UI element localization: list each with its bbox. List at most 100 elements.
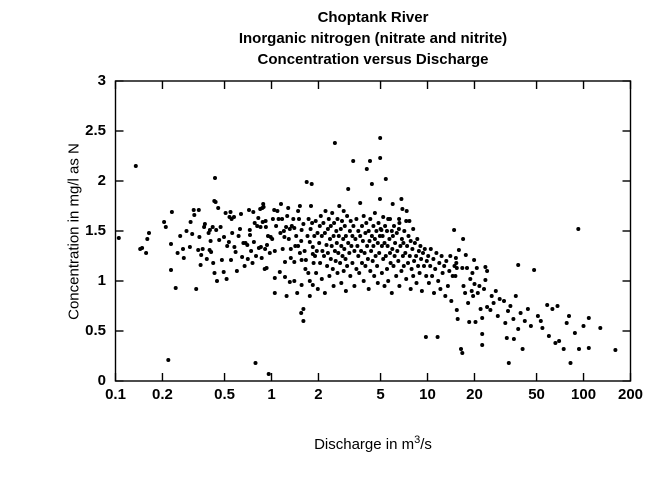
data-point [315,231,320,235]
data-point [314,271,319,275]
data-point [362,251,367,255]
data-point [447,269,452,273]
data-point [346,241,351,245]
data-point [199,253,204,257]
data-point [357,271,362,275]
data-point [480,332,485,336]
data-point [309,204,313,208]
data-point [361,214,366,218]
data-point [354,267,359,271]
data-point [225,244,230,248]
data-point [288,256,293,260]
x-tick-label-50: 50 [528,386,545,403]
data-point [245,257,250,261]
data-point [465,266,469,270]
data-point [525,307,530,311]
data-point [301,307,306,311]
data-point [400,207,405,211]
data-point [538,319,543,323]
data-point [313,254,317,258]
data-point [546,334,551,338]
data-point [348,274,353,278]
data-point [340,219,344,223]
data-point [393,241,398,245]
data-point [341,237,346,241]
data-point [366,287,371,291]
x-tick-label-10: 10 [419,386,436,403]
data-point [258,245,263,249]
data-point [326,217,331,221]
data-point [397,217,402,221]
data-point [281,229,286,233]
data-point [370,259,375,263]
data-point [368,217,373,221]
data-point [399,269,404,273]
data-point [493,289,498,293]
data-point [272,291,277,295]
data-point [328,257,333,261]
data-point [581,324,586,328]
data-point [283,260,287,264]
data-point [452,228,457,232]
data-point [301,222,306,226]
data-point [511,317,516,321]
data-point [431,257,436,261]
data-point [485,305,490,309]
data-point [475,291,480,295]
data-point [192,213,197,217]
data-point [247,228,252,232]
data-point [436,279,441,283]
data-point [215,279,219,283]
data-point [240,255,245,259]
data-point [401,264,406,268]
data-point [334,241,339,245]
data-point [598,326,603,330]
x-axis-title-suffix: /s [420,436,432,453]
data-point [398,244,403,248]
data-point [381,257,386,261]
data-point [419,257,424,261]
data-point [222,235,226,239]
data-point [328,224,333,228]
data-point [415,237,420,241]
data-point [406,234,411,238]
data-point [399,197,404,201]
data-point [238,227,242,231]
data-point [474,266,479,270]
data-point [299,258,304,262]
data-point [353,237,358,241]
y-tick-label-1.5: 1.5 [85,222,106,239]
data-point [284,294,289,298]
data-point [196,208,201,212]
data-point [301,319,306,323]
data-point [471,294,476,298]
data-point [291,217,296,221]
data-point [386,279,391,283]
data-point [279,202,283,206]
data-point [412,259,417,263]
data-point [202,225,207,229]
data-point [433,267,438,271]
y-tick-label-0.5: 0.5 [85,322,106,339]
data-point [209,250,214,254]
axis-ticks [114,80,632,382]
data-point [540,326,545,330]
data-point [461,284,466,288]
data-point [421,251,425,255]
data-point [460,266,465,270]
data-point [403,251,408,255]
plot-frame [114,80,632,382]
data-point [263,247,268,251]
data-point [325,227,330,231]
data-point [187,245,192,249]
data-point [503,321,508,325]
data-point [375,264,380,268]
data-point [341,269,346,273]
data-point [385,267,389,271]
data-point [331,284,336,288]
data-point [363,231,368,235]
data-point [445,284,450,288]
data-point [472,282,477,286]
data-point [378,156,383,160]
data-point [477,284,482,288]
